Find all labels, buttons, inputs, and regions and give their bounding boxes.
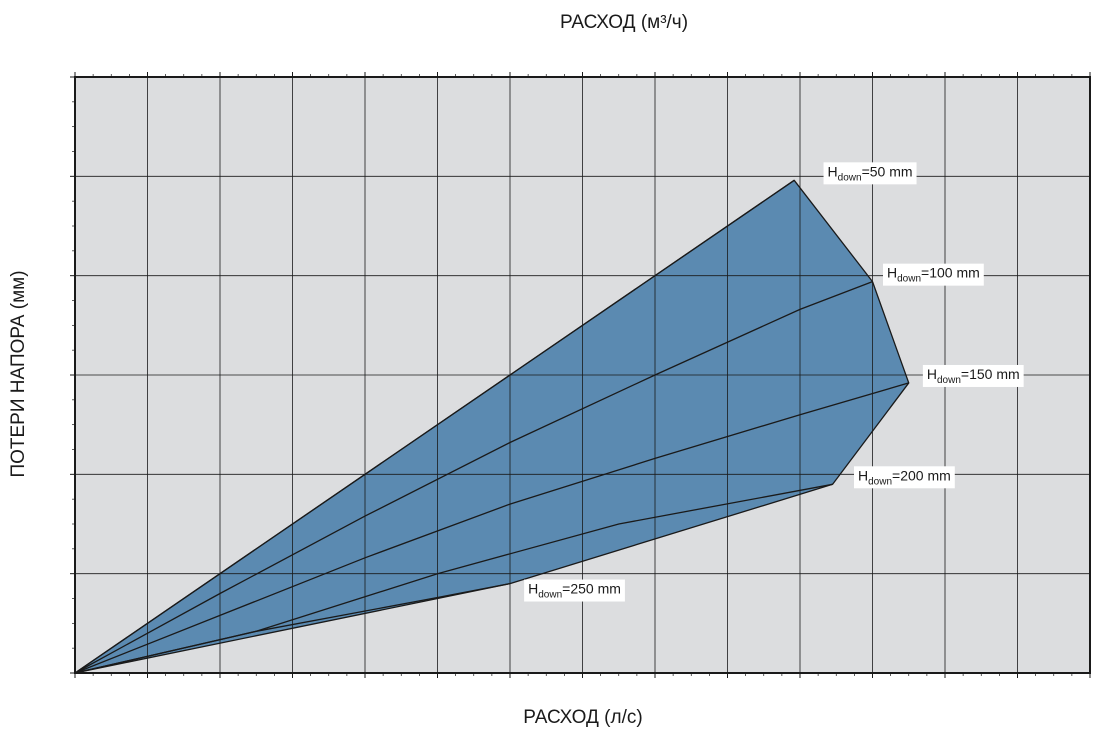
curve-label-value: =150 mm	[961, 366, 1020, 382]
curve-label-value: =100 mm	[921, 265, 980, 281]
curve-label: Hdown=100 mm	[887, 265, 980, 285]
series-layer	[74, 179, 909, 674]
curve-label-subscript: down	[838, 172, 862, 183]
curve-label-subscript: down	[538, 590, 562, 601]
curve-label: Hdown=250 mm	[528, 581, 621, 601]
curve-label-subscript: down	[897, 274, 921, 285]
curve-label-h: H	[528, 581, 538, 597]
curve-label-h: H	[828, 163, 838, 179]
x-axis-title: РАСХОД (л/с)	[523, 707, 642, 728]
curve-label-group: Hdown=200 mm	[854, 466, 955, 489]
curve-label-subscript: down	[937, 375, 961, 386]
curve-label-background	[883, 263, 984, 286]
curve-label-group: Hdown=50 mm	[823, 162, 917, 185]
curve-label-h: H	[858, 467, 868, 483]
curve-label-group: Hdown=100 mm	[883, 263, 984, 286]
x2-axis-title: РАСХОД (м³/ч)	[560, 12, 688, 33]
curve-label: Hdown=50 mm	[828, 163, 913, 183]
curve-label-value: =200 mm	[892, 467, 951, 483]
curve-label-h: H	[887, 265, 897, 281]
y-axis-title: ПОТЕРИ НАПОРА (мм)	[8, 270, 29, 477]
series-line-50-mm	[74, 179, 795, 674]
curve-label-value: =250 mm	[562, 581, 621, 597]
curve-label-value: =50 mm	[862, 163, 913, 179]
series-line-250-mm	[74, 582, 511, 674]
curve-label-subscript: down	[868, 476, 892, 487]
series-line-150-mm	[74, 382, 909, 674]
curve-label-background	[922, 364, 1024, 387]
curve-label: Hdown=200 mm	[858, 467, 951, 487]
series-line-100-mm	[74, 280, 873, 674]
curve-label-group: Hdown=250 mm	[524, 579, 625, 602]
curve-label-background	[524, 579, 625, 602]
curve-label-background	[854, 466, 955, 489]
curve-label-group: Hdown=150 mm	[922, 364, 1024, 387]
curve-label: Hdown=150 mm	[927, 366, 1020, 386]
curve-label-h: H	[927, 366, 937, 382]
ticks-layer	[70, 72, 1091, 678]
curve-label-background	[823, 162, 917, 185]
